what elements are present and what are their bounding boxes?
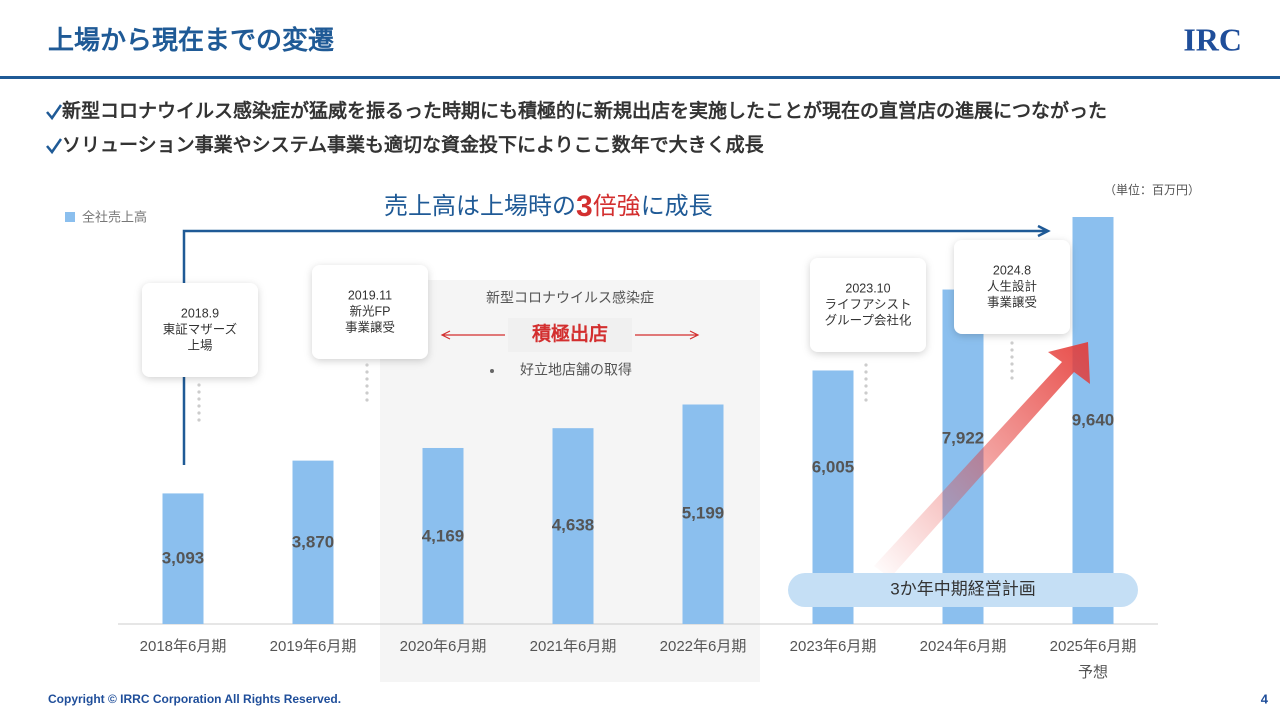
legend-swatch (65, 212, 75, 222)
x-tick-label: 2023年6月期 (790, 638, 877, 655)
callout-text: 事業譲受 (345, 319, 395, 334)
x-tick-label: 2022年6月期 (660, 638, 747, 655)
callout-dot (864, 370, 868, 374)
value-label: 3,093 (162, 548, 205, 567)
headline-emphasis: 倍強 (593, 193, 641, 220)
callout-text: 東証マザーズ (163, 321, 237, 336)
growth-arrow-red (874, 342, 1090, 578)
slide-title: 上場から現在までの変遷 (48, 25, 334, 55)
bars: 3,093 2018年6月期 3,870 2019年6月期 4,169 2020年6月期 4… (140, 217, 1137, 655)
logo: IRC (1183, 21, 1242, 57)
x-tick-label: 2025年6月期 (1050, 638, 1137, 655)
headline: 売上高は上場時の3倍強に成長 (384, 190, 713, 223)
callout-dot (1010, 341, 1014, 345)
title-rule (0, 76, 1280, 79)
callout-dot (197, 397, 201, 401)
callout-dot (197, 411, 201, 415)
callout-box (312, 265, 428, 359)
bullet-text: 新型コロナウイルス感染症が猛威を振るった時期にも積極的に新規出店を実施したことが… (62, 99, 1107, 122)
x-tick-label: 2021年6月期 (530, 638, 617, 655)
callout-text: ライフアシスト (824, 297, 911, 311)
callout-dot (864, 398, 868, 402)
covid-bullet: 好立地店舗の取得 (520, 362, 632, 378)
callout-text: 2019.11 (348, 288, 392, 302)
callout-dot (197, 383, 201, 387)
callout-dot (197, 390, 201, 394)
bar (162, 493, 204, 624)
x-tick-label: 2018年6月期 (140, 638, 227, 655)
callout-dot (365, 391, 369, 395)
x-tick-label: 2024年6月期 (920, 638, 1007, 655)
callout-dot (864, 363, 868, 367)
callout-box (954, 240, 1070, 334)
value-label: 4,638 (552, 515, 595, 534)
callout-dot (864, 384, 868, 388)
callout-text: 新光FP (350, 303, 391, 318)
unit-label: （単位：百万円） (1104, 182, 1200, 197)
value-label: 4,169 (422, 526, 465, 545)
value-label: 3,870 (292, 532, 335, 551)
callout-dot (1010, 376, 1014, 380)
callout-dot (365, 377, 369, 381)
callout-dot (365, 363, 369, 367)
emphasis-arrows (440, 330, 700, 340)
value-label: 9,640 (1072, 410, 1115, 429)
callout-text: 人生設計 (987, 278, 1037, 293)
bar (422, 447, 464, 624)
callout-dot (365, 398, 369, 402)
x-tick-label: 2019年6月期 (270, 638, 357, 655)
plan-label: 3か年中期経営計画 (890, 579, 1035, 598)
callout-text: 2018.9 (181, 306, 219, 320)
callout-text: 上場 (187, 338, 212, 352)
callout-text: 2024.8 (993, 263, 1031, 277)
footer: Copyright © IRRC Corporation All Rights … (48, 692, 341, 706)
callouts: 2018.9東証マザーズ上場2019.11新光FP事業譲受2023.10ライフア… (142, 240, 1070, 422)
growth-arrow (182, 224, 1051, 465)
forecast-note: 予想 (1078, 664, 1108, 681)
emphasis-box (508, 318, 632, 352)
headline-text: に成長 (641, 193, 713, 220)
plan-pill (788, 573, 1138, 607)
headline-number: 3 (576, 190, 593, 223)
bullet-dot (490, 369, 494, 373)
covid-title: 新型コロナウイルス感染症 (486, 290, 654, 306)
callout-text: グループ会社化 (825, 312, 912, 327)
callout-dot (1010, 369, 1014, 373)
bar (682, 404, 724, 624)
bullet-text: ソリューション事業やシステム事業も適切な資金投下によりここ数年で大きく成長 (62, 133, 765, 156)
check-icon (46, 138, 63, 155)
check-icon (46, 104, 63, 121)
value-label: 6,005 (812, 457, 855, 476)
covid-emphasis: 積極出店 (532, 322, 608, 345)
callout-dot (1010, 348, 1014, 352)
callout-dot (365, 370, 369, 374)
value-label: 7,922 (942, 428, 985, 447)
bar (1072, 217, 1114, 624)
x-tick-label: 2020年6月期 (400, 638, 487, 655)
callout-dot (1010, 362, 1014, 366)
callout-text: 2023.10 (845, 281, 890, 295)
callout-dot (864, 377, 868, 381)
callout-text: 事業譲受 (987, 294, 1037, 309)
callout-dot (197, 418, 201, 422)
bar (552, 428, 594, 624)
callout-box (142, 283, 258, 377)
callout-dot (365, 384, 369, 388)
bar (292, 460, 334, 624)
headline-text: 売上高は上場時の (384, 193, 576, 220)
page-number: 4 (1261, 691, 1269, 706)
callout-box (810, 258, 926, 352)
callout-dot (1010, 355, 1014, 359)
callout-dot (864, 391, 868, 395)
legend-label: 全社売上高 (82, 209, 147, 224)
callout-dot (197, 404, 201, 408)
value-label: 5,199 (682, 503, 725, 522)
